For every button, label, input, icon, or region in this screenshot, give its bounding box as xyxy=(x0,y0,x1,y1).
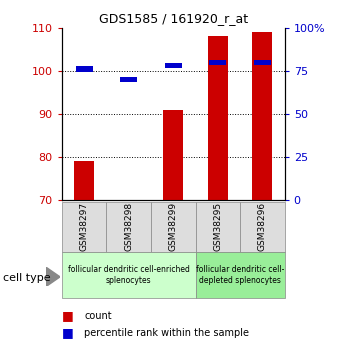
Bar xyxy=(62,252,196,298)
Bar xyxy=(106,202,151,252)
Text: GSM38295: GSM38295 xyxy=(213,202,222,252)
Text: GSM38297: GSM38297 xyxy=(80,202,88,252)
Bar xyxy=(254,59,271,65)
Bar xyxy=(163,110,183,200)
Bar xyxy=(252,32,272,200)
Bar xyxy=(209,59,226,65)
Text: cell type: cell type xyxy=(3,273,51,283)
Bar xyxy=(196,252,285,298)
Text: percentile rank within the sample: percentile rank within the sample xyxy=(84,328,249,338)
Polygon shape xyxy=(46,267,60,286)
Text: follicular dendritic cell-enriched
splenocytes: follicular dendritic cell-enriched splen… xyxy=(68,265,190,285)
Title: GDS1585 / 161920_r_at: GDS1585 / 161920_r_at xyxy=(99,12,248,25)
Bar xyxy=(74,161,94,200)
Text: GSM38296: GSM38296 xyxy=(258,202,267,252)
Text: count: count xyxy=(84,311,112,321)
Bar xyxy=(151,202,196,252)
Bar xyxy=(208,36,228,200)
Bar xyxy=(75,66,93,71)
Text: GSM38299: GSM38299 xyxy=(169,202,178,252)
Text: ■: ■ xyxy=(62,326,73,339)
Bar xyxy=(62,202,106,252)
Text: ■: ■ xyxy=(62,309,73,322)
Text: GSM38298: GSM38298 xyxy=(124,202,133,252)
Bar xyxy=(120,77,137,82)
Bar xyxy=(196,202,240,252)
Text: follicular dendritic cell-
depleted splenocytes: follicular dendritic cell- depleted sple… xyxy=(196,265,284,285)
Bar xyxy=(165,63,182,68)
Bar xyxy=(240,202,285,252)
